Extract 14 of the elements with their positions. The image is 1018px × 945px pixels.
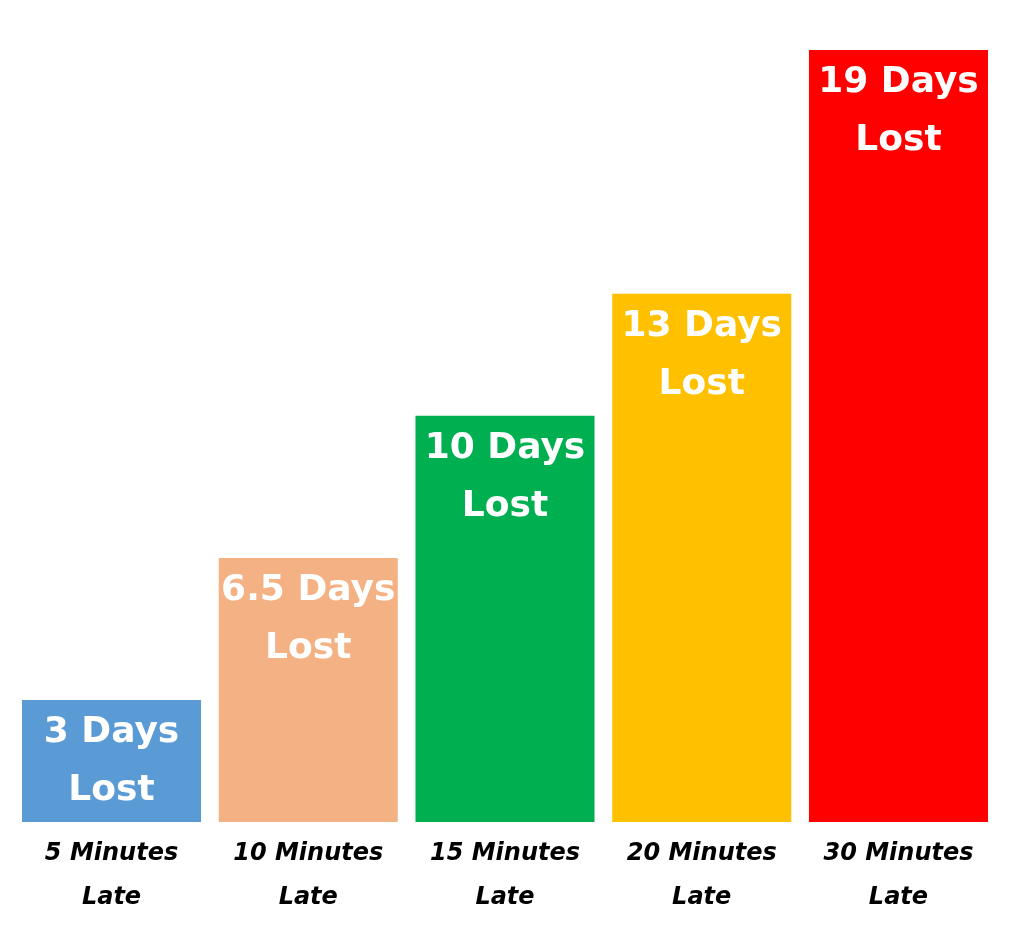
x-tick-label: 30 Minutes Late <box>823 837 974 910</box>
data-label: 13 Days Lost <box>621 302 783 402</box>
x-tick-label: 15 Minutes Late <box>429 837 581 910</box>
x-tick-label: 20 Minutes Late <box>626 837 777 910</box>
x-tick-label: 10 Minutes Late <box>233 837 384 910</box>
bar <box>218 557 398 822</box>
bar <box>808 50 988 822</box>
data-label: 6.5 Days Lost <box>221 566 396 666</box>
data-label: 10 Days Lost <box>424 424 586 524</box>
bar <box>612 293 792 822</box>
x-tick-label: 5 Minutes Late <box>44 837 179 910</box>
data-label: 3 Days Lost <box>43 709 180 809</box>
bar <box>415 415 595 822</box>
data-label: 19 Days Lost <box>818 59 979 158</box>
